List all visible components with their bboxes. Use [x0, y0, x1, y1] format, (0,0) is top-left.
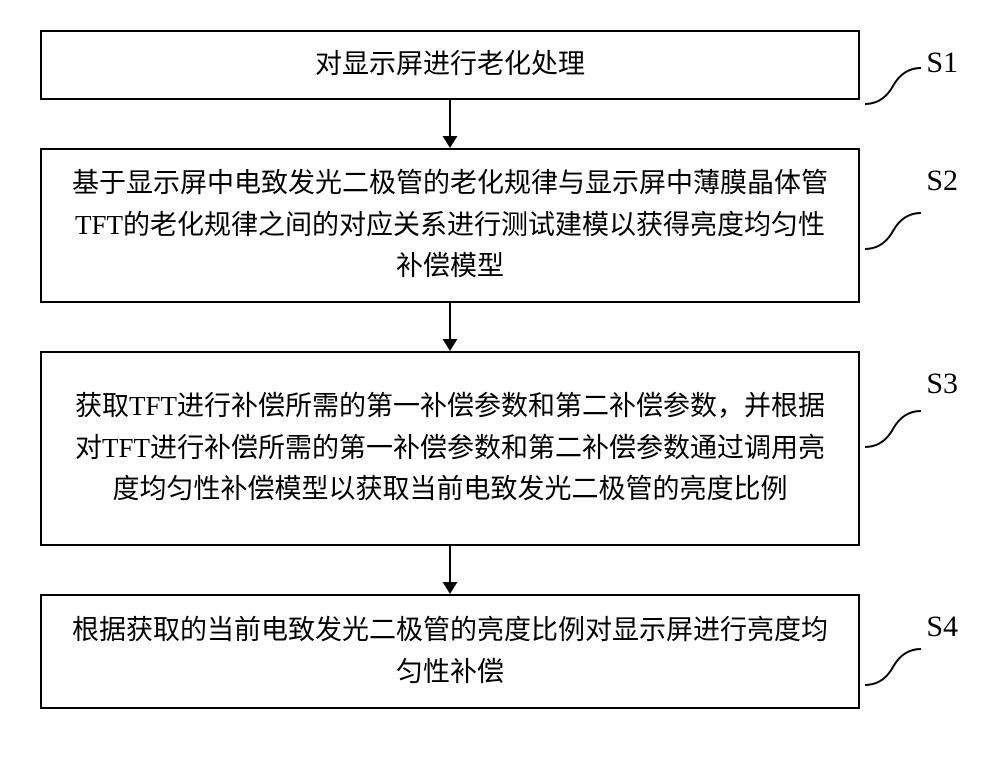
step-box-s2: 基于显示屏中电致发光二极管的老化规律与显示屏中薄膜晶体管TFT的老化规律之间的对… [40, 148, 860, 303]
flowchart-container: 对显示屏进行老化处理S1基于显示屏中电致发光二极管的老化规律与显示屏中薄膜晶体管… [40, 30, 960, 709]
step-text: 对显示屏进行老化处理 [315, 44, 585, 86]
step-label-s1: S1 [926, 40, 958, 87]
step-label-s4: S4 [926, 604, 958, 651]
step-text: 获取TFT进行补偿所需的第一补偿参数和第二补偿参数，并根据对TFT进行补偿所需的… [62, 386, 838, 512]
step-label-s2: S2 [926, 158, 958, 205]
step-text: 根据获取的当前电致发光二极管的亮度比例对显示屏进行亮度均匀性补偿 [62, 610, 838, 694]
arrow-down [40, 100, 860, 148]
arrow-down [40, 303, 860, 351]
step-box-s3: 获取TFT进行补偿所需的第一补偿参数和第二补偿参数，并根据对TFT进行补偿所需的… [40, 351, 860, 546]
arrow-down [40, 546, 860, 594]
step-box-s4: 根据获取的当前电致发光二极管的亮度比例对显示屏进行亮度均匀性补偿S4 [40, 594, 860, 709]
step-label-s3: S3 [926, 361, 958, 408]
step-box-s1: 对显示屏进行老化处理S1 [40, 30, 860, 100]
step-text: 基于显示屏中电致发光二极管的老化规律与显示屏中薄膜晶体管TFT的老化规律之间的对… [62, 163, 838, 289]
